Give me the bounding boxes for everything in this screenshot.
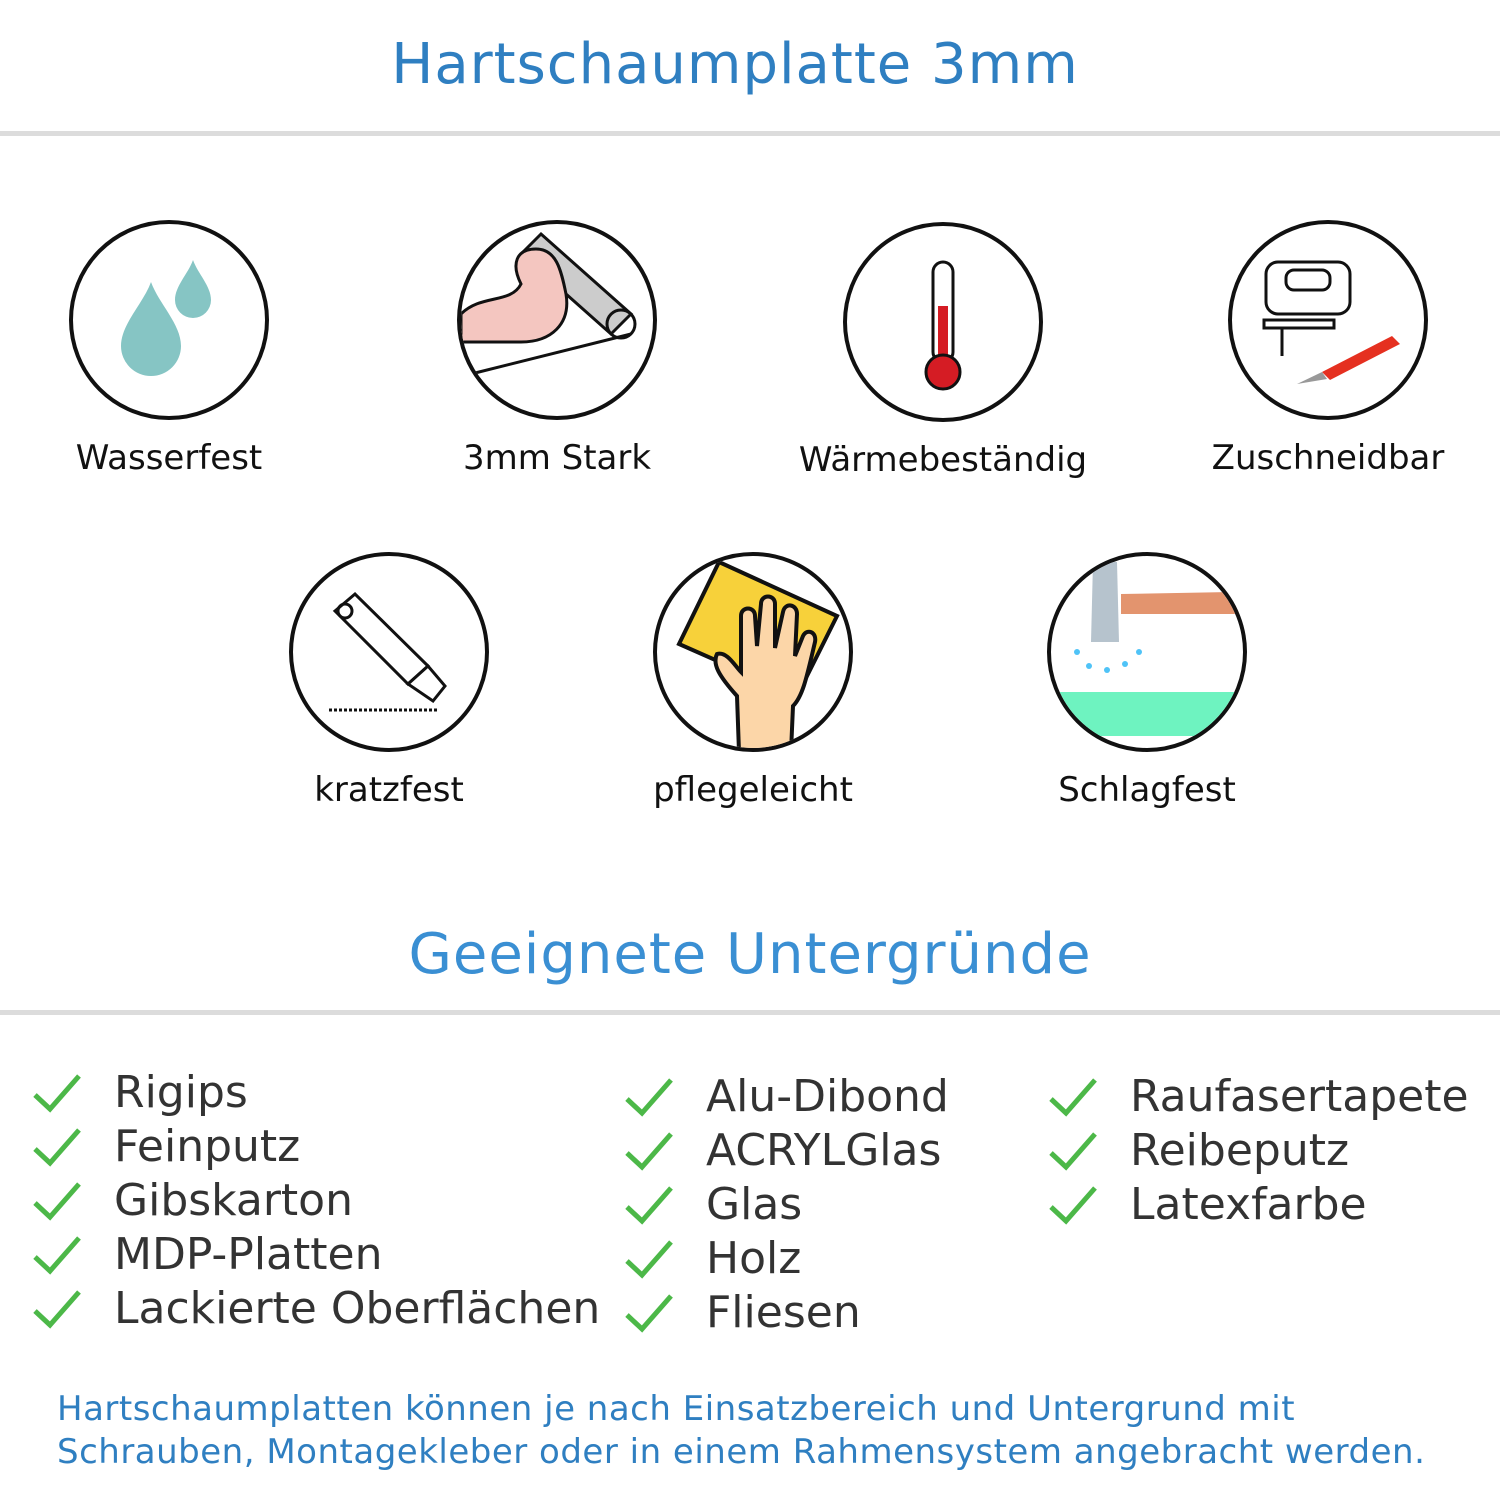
checkmark-icon: [33, 1182, 81, 1221]
surface-list-item: ACRYLGlas: [624, 1124, 949, 1178]
hammer-icon: [1047, 552, 1247, 752]
feature-label: kratzfest: [314, 770, 464, 810]
checkmark-icon: [625, 1078, 673, 1117]
divider: [0, 1010, 1500, 1015]
checkmark-icon: [1049, 1078, 1097, 1117]
cutter-knife-icon: [289, 552, 489, 752]
surface-label: Holz: [706, 1233, 802, 1284]
divider: [0, 131, 1500, 136]
feature-label: Zuschneidbar: [1211, 438, 1445, 478]
feature-label: Schlagfest: [1058, 770, 1236, 810]
surface-label: Lackierte Oberflächen: [114, 1283, 601, 1334]
footer-line-1: Hartschaumplatten können je nach Einsatz…: [57, 1389, 1296, 1429]
surface-label: Glas: [706, 1179, 803, 1230]
thermometer-icon: [843, 222, 1043, 422]
surface-list-item: Raufasertapete: [1048, 1070, 1469, 1124]
checkmark-icon: [625, 1186, 673, 1225]
surface-label: ACRYLGlas: [706, 1125, 942, 1176]
surface-label: Reibeputz: [1130, 1125, 1350, 1176]
feature-schlagfest: Schlagfest: [997, 552, 1297, 810]
footer-line-2: Schrauben, Montagekleber oder in einem R…: [57, 1432, 1426, 1472]
surfaces-column-3: Raufasertapete Reibeputz Latexfarbe: [1048, 1070, 1469, 1232]
jigsaw-knife-icon: [1228, 220, 1428, 420]
surface-list-item: Fliesen: [624, 1286, 949, 1340]
checkmark-icon: [33, 1290, 81, 1329]
surface-list-item: Alu-Dibond: [624, 1070, 949, 1124]
surface-label: Gibskarton: [114, 1175, 353, 1226]
surface-list-item: Holz: [624, 1232, 949, 1286]
page-title: Hartschaumplatte 3mm: [391, 32, 1079, 97]
surface-label: Alu-Dibond: [706, 1071, 949, 1122]
feature-label: Wärmebeständig: [798, 440, 1088, 480]
surface-label: Raufasertapete: [1130, 1071, 1469, 1122]
feature-pflegeleicht: pflegeleicht: [603, 552, 903, 810]
feature-wasserfest: Wasserfest: [19, 220, 319, 478]
surface-list-item: Lackierte Oberflächen: [32, 1282, 600, 1336]
surface-list-item: Gibskarton: [32, 1174, 600, 1228]
surface-label: MDP-Platten: [114, 1229, 383, 1280]
checkmark-icon: [625, 1240, 673, 1279]
feature-3mm-stark: 3mm Stark: [407, 220, 707, 478]
hand-sponge-icon: [653, 552, 853, 752]
surfaces-column-1: Rigips Feinputz Gibskarton MDP-Platten Lacki…: [32, 1066, 600, 1336]
surfaces-title: Geeignete Untergründe: [408, 922, 1092, 987]
surfaces-column-2: Alu-Dibond ACRYLGlas Glas Holz Fliesen: [624, 1070, 949, 1340]
feature-kratzfest: kratzfest: [239, 552, 539, 810]
surface-list-item: Latexfarbe: [1048, 1178, 1469, 1232]
checkmark-icon: [33, 1074, 81, 1113]
surface-list-item: Glas: [624, 1178, 949, 1232]
checkmark-icon: [1049, 1186, 1097, 1225]
surface-list-item: Reibeputz: [1048, 1124, 1469, 1178]
feature-waermebestaendig: Wärmebeständig: [793, 222, 1093, 480]
flexed-arm-icon: [457, 220, 657, 420]
checkmark-icon: [33, 1236, 81, 1275]
feature-label: pflegeleicht: [653, 770, 853, 810]
surface-list-item: MDP-Platten: [32, 1228, 600, 1282]
checkmark-icon: [33, 1128, 81, 1167]
surface-list-item: Feinputz: [32, 1120, 600, 1174]
feature-label: 3mm Stark: [462, 438, 652, 478]
feature-zuschneidbar: Zuschneidbar: [1178, 220, 1478, 478]
checkmark-icon: [1049, 1132, 1097, 1171]
surface-label: Latexfarbe: [1130, 1179, 1367, 1230]
surface-label: Fliesen: [706, 1287, 861, 1338]
surface-label: Rigips: [114, 1067, 248, 1118]
feature-label: Wasserfest: [75, 438, 263, 478]
checkmark-icon: [625, 1132, 673, 1171]
surface-list-item: Rigips: [32, 1066, 600, 1120]
surface-label: Feinputz: [114, 1121, 301, 1172]
water-drops-icon: [69, 220, 269, 420]
checkmark-icon: [625, 1294, 673, 1333]
